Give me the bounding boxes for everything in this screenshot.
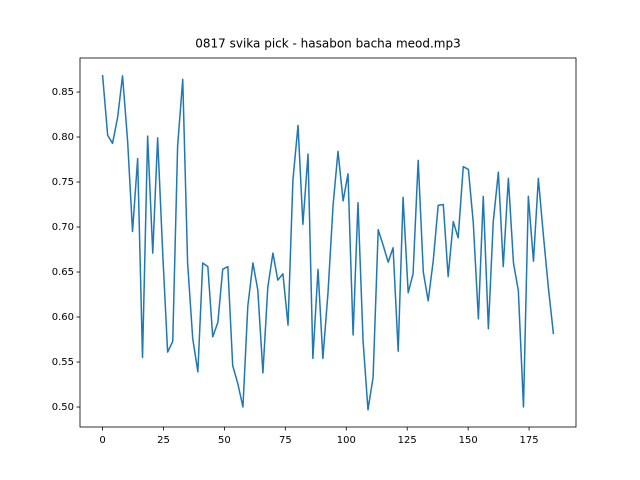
x-tick-label: 75 — [279, 435, 292, 446]
y-tick-label: 0.80 — [52, 132, 74, 143]
y-tick-label: 0.65 — [52, 267, 74, 278]
x-tick-label: 175 — [520, 435, 539, 446]
x-tick-label: 50 — [218, 435, 231, 446]
data-line — [101, 74, 555, 411]
chart-title: 0817 svika pick - hasabon bacha meod.mp3 — [195, 37, 460, 51]
plot-frame — [79, 57, 577, 428]
x-tick-label: 100 — [337, 435, 356, 446]
y-tick-label: 0.60 — [52, 312, 74, 323]
x-tick-label: 150 — [459, 435, 478, 446]
y-tick-label: 0.55 — [52, 357, 74, 368]
x-tick-label: 125 — [398, 435, 417, 446]
y-tick-label: 0.70 — [52, 222, 74, 233]
y-tick-label: 0.50 — [52, 402, 74, 413]
x-tick-label: 25 — [157, 435, 170, 446]
y-tick-label: 0.85 — [52, 87, 74, 98]
x-tick-label: 0 — [99, 435, 105, 446]
y-tick-label: 0.75 — [52, 177, 74, 188]
